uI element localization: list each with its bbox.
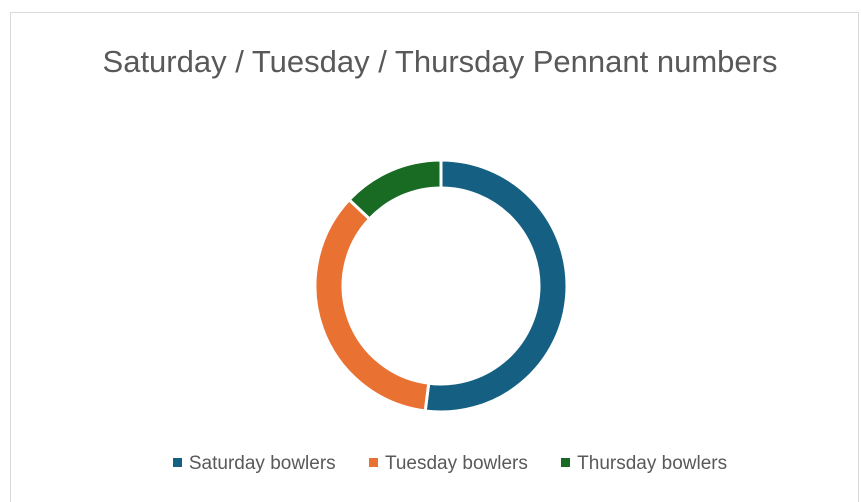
chart-title: Saturday / Tuesday / Thursday Pennant nu… bbox=[102, 44, 778, 79]
legend-item-tuesday: Tuesday bowlers bbox=[368, 453, 528, 475]
legend-swatch-saturday bbox=[172, 458, 182, 467]
legend-label-thursday: Thursday bowlers bbox=[577, 453, 728, 474]
legend-item-thursday: Thursday bowlers bbox=[561, 453, 727, 475]
slice-saturday bbox=[423, 158, 569, 414]
legend-label-tuesday: Tuesday bowlers bbox=[384, 453, 528, 474]
slice-tuesday bbox=[313, 197, 431, 413]
legend-swatch-tuesday bbox=[368, 458, 378, 467]
legend-swatch-thursday bbox=[561, 458, 571, 467]
chart-area bbox=[10, 12, 859, 502]
slice-thursday bbox=[347, 158, 443, 222]
legend-label-saturday: Saturday bowlers bbox=[188, 453, 336, 474]
legend: Saturday bowlers Tuesday bowlers Thursda… bbox=[0, 453, 861, 475]
legend-item-saturday: Saturday bowlers bbox=[172, 453, 336, 475]
